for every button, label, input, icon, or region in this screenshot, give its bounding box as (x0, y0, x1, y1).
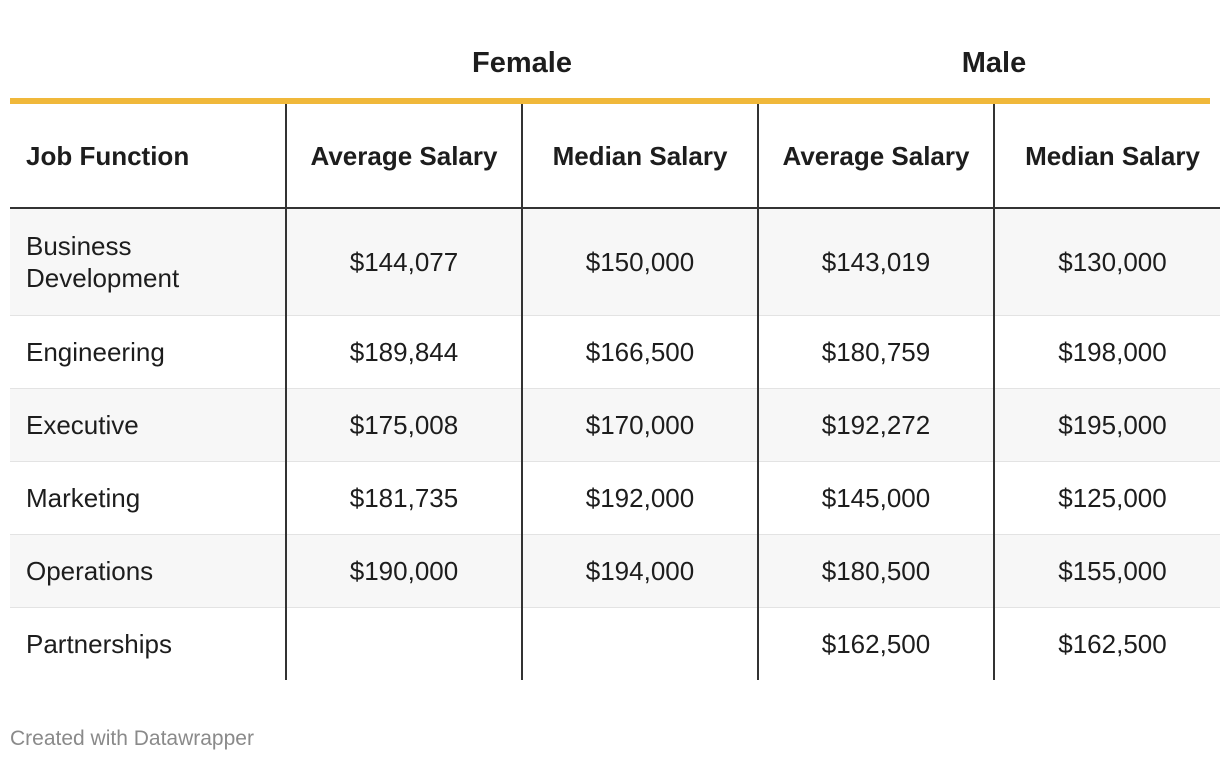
table-row: Engineering $189,844 $166,500 $180,759 $… (10, 315, 1220, 389)
table-row: Partnerships $162,500 $162,500 (10, 607, 1220, 680)
female-average-cell: $190,000 (285, 534, 522, 608)
group-header-male: Male (961, 47, 1027, 79)
female-median-cell: $166,500 (521, 315, 758, 389)
male-median-cell: $130,000 (993, 208, 1220, 316)
female-average-cell (285, 607, 522, 680)
header-accent-bar (10, 98, 1210, 104)
job-function-cell: Business Development (10, 208, 286, 316)
group-header-row: Female Male (10, 0, 1210, 98)
job-function-cell: Marketing (10, 461, 286, 535)
female-median-cell: $192,000 (521, 461, 758, 535)
table-row: Business Development $144,077 $150,000 $… (10, 208, 1220, 316)
female-median-cell (521, 607, 758, 680)
job-function-cell: Partnerships (26, 628, 172, 659)
column-header-female-median: Median Salary (521, 104, 758, 209)
male-median-cell: $162,500 (993, 607, 1220, 680)
female-average-cell: $181,735 (285, 461, 522, 535)
column-header-row: Job Function Average Salary Median Salar… (10, 104, 1220, 209)
female-median-cell: $170,000 (521, 388, 758, 462)
female-average-cell: $175,008 (285, 388, 522, 462)
male-average-cell: $180,500 (757, 534, 994, 608)
male-average-cell: $143,019 (757, 208, 994, 316)
column-header-female-average: Average Salary (285, 104, 522, 209)
salary-table: Job Function Average Salary Median Salar… (10, 104, 1220, 680)
table-row: Executive $175,008 $170,000 $192,272 $19… (10, 388, 1220, 462)
column-header-male-median: Median Salary (993, 104, 1220, 209)
male-average-cell: $162,500 (757, 607, 994, 680)
job-function-cell: Executive (10, 388, 286, 462)
group-header-female: Female (472, 47, 572, 79)
male-average-cell: $145,000 (757, 461, 994, 535)
male-median-cell: $125,000 (993, 461, 1220, 535)
male-median-cell: $155,000 (993, 534, 1220, 608)
male-median-cell: $195,000 (993, 388, 1220, 462)
male-average-cell: $192,272 (757, 388, 994, 462)
female-average-cell: $144,077 (285, 208, 522, 316)
job-function-cell: Engineering (10, 315, 286, 389)
female-median-cell: $150,000 (521, 208, 758, 316)
female-average-cell: $189,844 (285, 315, 522, 389)
female-median-cell: $194,000 (521, 534, 758, 608)
job-function-cell: Operations (10, 534, 286, 608)
column-header-job-function: Job Function (10, 104, 286, 209)
datawrapper-credit: Created with Datawrapper (10, 727, 254, 750)
male-average-cell: $180,759 (757, 315, 994, 389)
male-median-cell: $198,000 (993, 315, 1220, 389)
table-row: Operations $190,000 $194,000 $180,500 $1… (10, 534, 1220, 608)
table-row: Marketing $181,735 $192,000 $145,000 $12… (10, 461, 1220, 535)
salary-table-container: Female Male Job Function Average Salary … (10, 0, 1220, 680)
column-header-male-average: Average Salary (757, 104, 994, 209)
